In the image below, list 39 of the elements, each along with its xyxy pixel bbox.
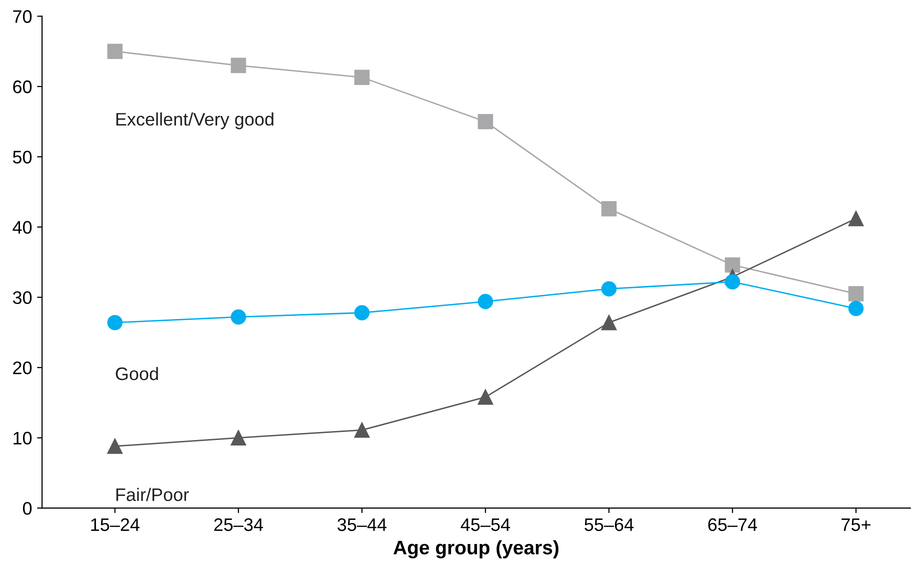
y-tick-label: 20 <box>13 361 32 374</box>
y-tick-label: 60 <box>13 80 32 94</box>
x-tick-label: 35–44 <box>338 518 387 532</box>
point <box>601 201 617 216</box>
point <box>230 309 246 325</box>
point <box>601 314 617 330</box>
point <box>478 389 494 405</box>
point <box>601 281 617 296</box>
point <box>107 314 123 330</box>
x-tick-label: 55–64 <box>584 518 634 532</box>
y-tick-label: 30 <box>12 291 32 304</box>
point <box>354 422 370 438</box>
text: Excellent/Very good <box>116 112 274 130</box>
y-tick-label: 50 <box>12 150 32 164</box>
point <box>354 305 370 320</box>
x-tick-label: 75+ <box>842 518 870 532</box>
point <box>107 438 123 454</box>
point <box>848 286 864 302</box>
point <box>107 44 123 60</box>
y-tick-label: 0 <box>22 502 32 515</box>
x-axis-title: Age group (years) <box>393 540 558 558</box>
x-tick-label: 25–34 <box>214 518 264 532</box>
point <box>478 294 494 310</box>
x-tick-label: 45–54 <box>460 518 510 532</box>
point <box>354 70 370 86</box>
y-tick-label: 40 <box>12 220 32 234</box>
point <box>724 274 740 290</box>
point <box>848 300 864 316</box>
point <box>848 210 864 226</box>
series-label: Fair/Poor <box>116 488 189 502</box>
x-tick-label: 65–74 <box>708 518 758 532</box>
point <box>478 114 494 130</box>
text: Good <box>116 366 158 380</box>
y-tick-label: 10 <box>14 432 32 445</box>
point <box>724 257 740 273</box>
x-tick-label: 15–24 <box>91 518 140 532</box>
point <box>230 58 246 74</box>
y-tick-label: 70 <box>13 10 32 23</box>
point <box>230 430 246 446</box>
